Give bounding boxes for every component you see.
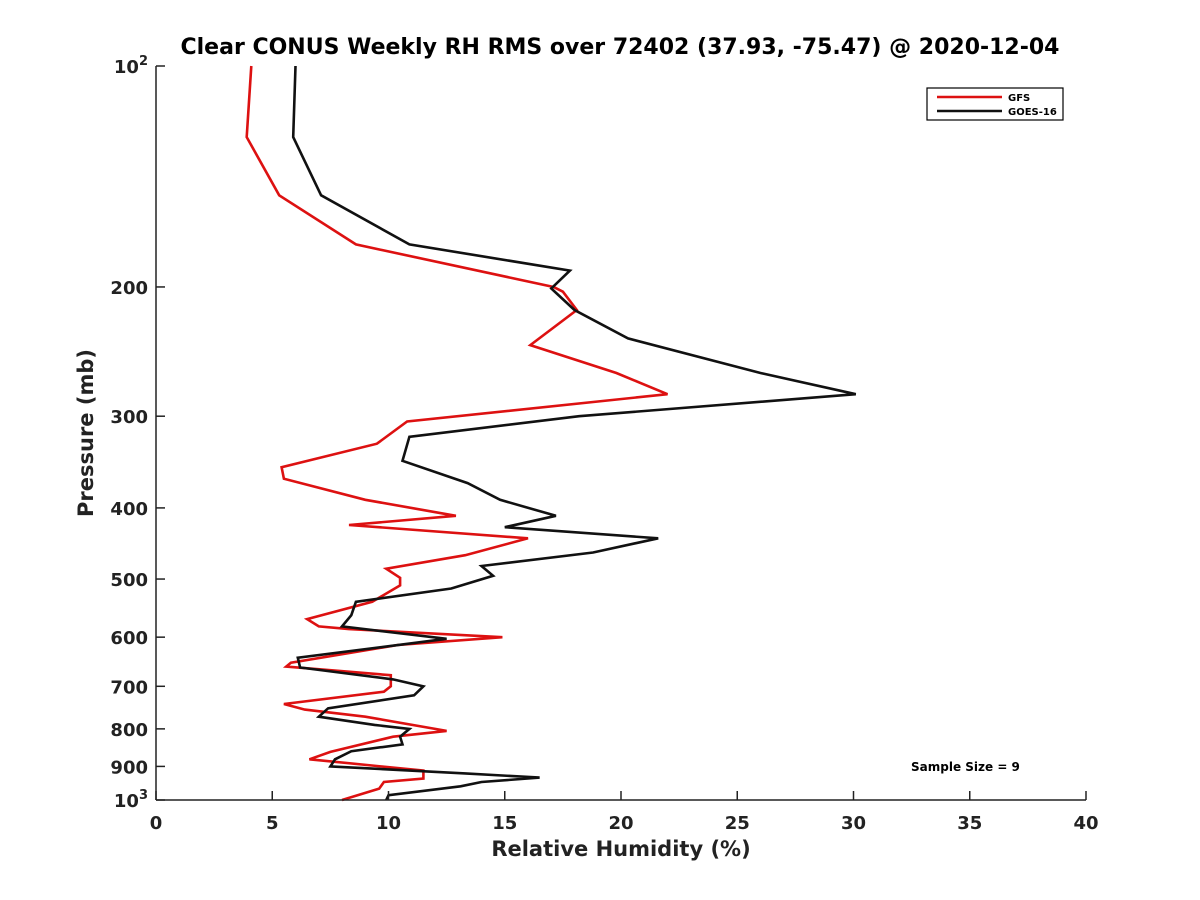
series-line-goes-16 bbox=[291, 65, 857, 801]
y-tick-label: 600 bbox=[110, 628, 148, 649]
y-tick-label: 800 bbox=[110, 720, 148, 741]
x-tick-label: 0 bbox=[150, 813, 163, 834]
x-tick-label: 40 bbox=[1073, 813, 1098, 834]
series-line-gfs bbox=[245, 65, 668, 802]
legend-label-gfs: GFS bbox=[1008, 93, 1030, 104]
chart-title: Clear CONUS Weekly RH RMS over 72402 (37… bbox=[181, 35, 1060, 60]
plot-area bbox=[156, 66, 1086, 800]
y-tick-label: 300 bbox=[110, 407, 148, 428]
x-tick-label: 30 bbox=[841, 813, 866, 834]
y-axis-label: Pressure (mb) bbox=[74, 349, 98, 517]
y-tick-label: 900 bbox=[110, 757, 148, 778]
y-tick-label: 500 bbox=[110, 570, 148, 591]
x-ticks: 0 5 10 15 20 25 30 35 40 bbox=[150, 791, 1099, 834]
x-tick-label: 5 bbox=[266, 813, 279, 834]
sample-size-annotation: Sample Size = 9 bbox=[911, 760, 1020, 774]
y-tick-label: 400 bbox=[110, 499, 148, 520]
y-tick-label: 200 bbox=[110, 278, 148, 299]
x-tick-label: 25 bbox=[725, 813, 750, 834]
legend-label-goes16: GOES-16 bbox=[1008, 107, 1057, 118]
x-tick-label: 15 bbox=[492, 813, 517, 834]
y-tick-label: 102 bbox=[114, 54, 148, 78]
legend: GFS GOES-16 bbox=[926, 87, 1064, 121]
x-tick-label: 35 bbox=[957, 813, 982, 834]
series-layer bbox=[245, 65, 857, 802]
x-axis-label: Relative Humidity (%) bbox=[491, 837, 750, 861]
y-tick-label: 700 bbox=[110, 677, 148, 698]
y-ticks: 102 200 300 400 500 600 700 800 900 103 bbox=[110, 54, 165, 812]
y-tick-label: 103 bbox=[114, 788, 148, 812]
x-tick-label: 20 bbox=[608, 813, 633, 834]
x-tick-label: 10 bbox=[376, 813, 401, 834]
legend-box bbox=[926, 87, 1064, 121]
